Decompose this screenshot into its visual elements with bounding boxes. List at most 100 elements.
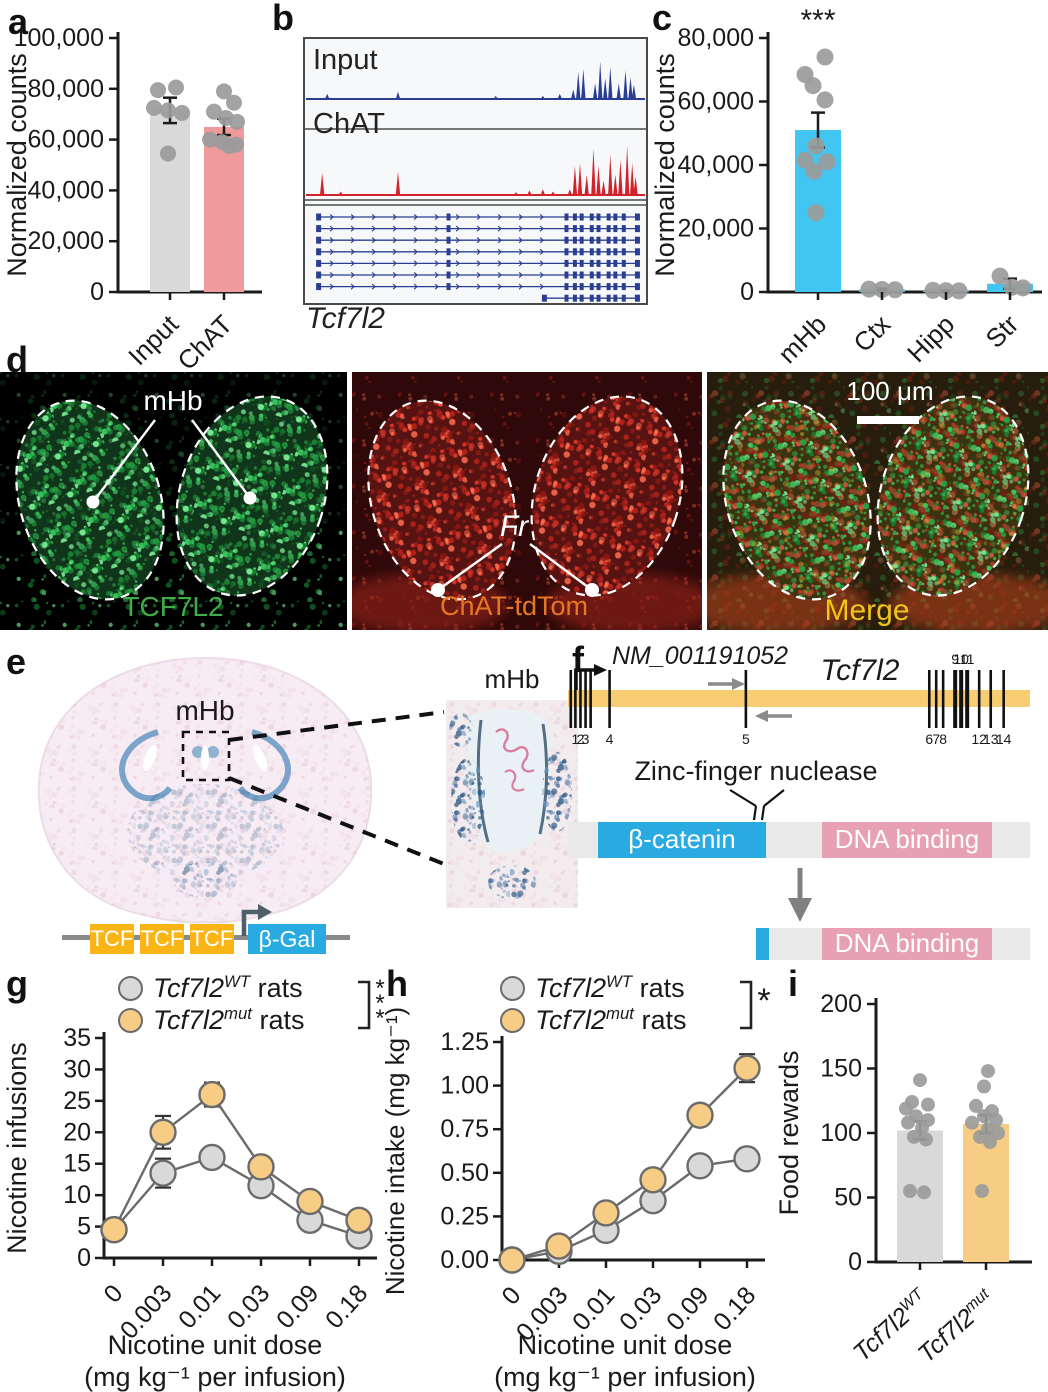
intron-arrow xyxy=(392,248,397,255)
transcript-exon xyxy=(579,294,584,302)
transcript-exon xyxy=(606,283,611,291)
input-peak xyxy=(628,77,633,99)
thalamus-speckle xyxy=(127,784,283,880)
legend-item: Tcf7l2WT rats xyxy=(118,972,354,1004)
data-dot xyxy=(950,282,968,300)
transcript-exon xyxy=(613,294,618,302)
data-dot xyxy=(919,1132,933,1147)
fluorescence-image-2 xyxy=(352,372,702,630)
x-tick-label: Hipp xyxy=(901,309,960,368)
region-label-fr: Fr xyxy=(499,510,529,543)
intron-arrow xyxy=(476,225,481,232)
x-axis-label-line1: Nicotine unit dose xyxy=(518,1330,733,1360)
mutation-arrowhead xyxy=(788,898,812,922)
chat-peak xyxy=(527,190,532,195)
transcript-exon xyxy=(589,259,594,267)
chat-peak xyxy=(513,192,519,195)
legend-h: Tcf7l2WT rats Tcf7l2mut rats * xyxy=(500,972,771,1036)
data-dot xyxy=(1014,279,1032,297)
habenula-outline xyxy=(530,395,684,597)
intron-arrow xyxy=(371,260,376,267)
legend-item: Tcf7l2mut rats xyxy=(500,1004,736,1036)
y-tick-label: 100 xyxy=(820,1119,862,1147)
fluorescence-image-3 xyxy=(707,372,1048,630)
x-tick-label: 0.03 xyxy=(222,1279,275,1334)
transcript-exon xyxy=(316,271,322,279)
transcript-exon xyxy=(589,294,594,302)
line-chart-nicotine-infusions: 0 5 10 15 20 25 30 35 Nicotine infusions 0 0.003 0.… xyxy=(0,960,385,1392)
tcf-site-label: TCF xyxy=(91,926,134,951)
bar xyxy=(150,110,190,292)
transcript-exon xyxy=(606,225,611,233)
transcript-exon xyxy=(596,225,601,233)
transcript-exon-end xyxy=(634,213,640,221)
data-dot xyxy=(969,1098,983,1113)
x-tick-label: 0.18 xyxy=(320,1279,373,1334)
intron-arrow xyxy=(518,271,523,279)
third-ventricle xyxy=(201,746,209,770)
exon-number: 12 xyxy=(971,731,987,747)
transcript-exon xyxy=(621,225,626,233)
intron-arrow xyxy=(392,225,397,232)
habenula-outline xyxy=(175,395,329,597)
data-dot xyxy=(975,1184,989,1199)
transcript-exon xyxy=(564,225,569,233)
transcript-exon xyxy=(446,236,451,244)
transcript-exon xyxy=(316,213,322,221)
input-peak xyxy=(603,78,608,99)
xgal-cluster-right xyxy=(542,752,572,832)
intron-arrow xyxy=(539,213,544,221)
transcript-exon-end xyxy=(634,236,640,244)
scale-bar-label: 100 μm xyxy=(846,376,934,406)
fluorescence-image-row xyxy=(0,372,1048,630)
transcript-exon xyxy=(621,259,626,267)
transcript-exon xyxy=(589,271,594,279)
intron-arrow xyxy=(350,248,355,255)
chat-peak xyxy=(338,191,343,195)
intron-arrow xyxy=(413,260,418,267)
section-label-mhb: mHb xyxy=(175,695,234,726)
intron-arrow xyxy=(413,213,418,221)
inset-ventricle xyxy=(468,708,551,852)
tcf-site-label: TCF xyxy=(141,926,184,951)
y-tick-label: 0 xyxy=(77,1244,91,1272)
habenula-outline xyxy=(722,399,872,601)
transcript-exon xyxy=(446,271,451,279)
transcript-exon xyxy=(572,236,577,244)
data-dot xyxy=(816,48,834,66)
legend-label: Tcf7l2mut rats xyxy=(153,1004,305,1035)
y-tick-label: 30 xyxy=(63,1055,91,1083)
chat-peak xyxy=(319,172,325,195)
tcf-site-box xyxy=(140,924,184,954)
transcript-exon xyxy=(572,271,577,279)
transcript-exon xyxy=(564,271,569,279)
chat-peak xyxy=(591,148,596,195)
transcript-exon xyxy=(564,283,569,291)
track-label-chat: ChAT xyxy=(313,108,385,140)
exon-number: 11 xyxy=(960,651,975,667)
data-point xyxy=(639,1166,667,1194)
tcf-site-label: TCF xyxy=(191,926,234,951)
chat-peak xyxy=(550,191,556,195)
legend-g: Tcf7l2WT rats Tcf7l2mut rats * * * xyxy=(118,972,385,1036)
chat-peak xyxy=(633,176,638,195)
data-dot xyxy=(221,137,237,154)
leader-line xyxy=(529,543,593,591)
data-point xyxy=(498,1246,526,1274)
intron-arrow xyxy=(413,283,418,290)
exon-number: 7 xyxy=(932,731,940,747)
intron-arrow xyxy=(539,237,544,244)
y-tick-label: 0 xyxy=(740,278,754,306)
transcript-exon xyxy=(613,236,618,244)
significance-star: * xyxy=(375,1005,384,1032)
data-dot xyxy=(229,113,245,130)
input-peak xyxy=(557,93,562,99)
transcript-exon-end xyxy=(634,294,640,302)
y-tick-label: 25 xyxy=(63,1087,91,1115)
genome-browser-svg xyxy=(303,37,648,305)
input-peak xyxy=(592,83,598,99)
y-tick-label: 150 xyxy=(820,1055,862,1083)
exon-number: 14 xyxy=(996,731,1012,747)
